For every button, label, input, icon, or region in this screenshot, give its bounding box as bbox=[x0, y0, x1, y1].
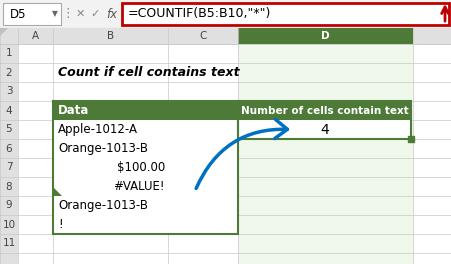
Text: 1: 1 bbox=[6, 49, 12, 59]
Text: 6: 6 bbox=[6, 144, 12, 153]
Text: #VALUE!: #VALUE! bbox=[114, 180, 165, 193]
Bar bbox=[53, 139, 238, 158]
Text: Count if cell contains text: Count if cell contains text bbox=[58, 66, 239, 79]
Bar bbox=[53, 158, 238, 177]
Text: !: ! bbox=[58, 218, 63, 231]
Text: Apple-1012-A: Apple-1012-A bbox=[58, 123, 138, 136]
Bar bbox=[53, 196, 238, 215]
Bar bbox=[53, 177, 238, 196]
Bar bbox=[238, 44, 413, 264]
Bar bbox=[53, 215, 238, 234]
Bar bbox=[0, 28, 451, 264]
Text: 11: 11 bbox=[2, 238, 16, 248]
Text: ▼: ▼ bbox=[52, 10, 58, 18]
Text: 10: 10 bbox=[2, 219, 16, 229]
Text: 2: 2 bbox=[6, 68, 12, 78]
Bar bbox=[122, 3, 449, 25]
Text: Data: Data bbox=[58, 104, 89, 117]
Text: 9: 9 bbox=[6, 200, 12, 210]
Bar bbox=[53, 101, 238, 120]
Text: 5: 5 bbox=[6, 125, 12, 134]
Text: 4: 4 bbox=[320, 122, 329, 136]
Bar bbox=[238, 28, 413, 44]
Text: Orange-1013-B: Orange-1013-B bbox=[58, 142, 148, 155]
Bar bbox=[3, 3, 61, 25]
Text: B: B bbox=[107, 31, 114, 41]
Polygon shape bbox=[0, 28, 8, 36]
Bar bbox=[238, 101, 411, 139]
Text: 7: 7 bbox=[6, 163, 12, 172]
Text: 4: 4 bbox=[6, 106, 12, 116]
Bar bbox=[53, 101, 238, 234]
Text: D: D bbox=[321, 31, 330, 41]
Text: C: C bbox=[199, 31, 207, 41]
Text: ✕: ✕ bbox=[75, 9, 85, 19]
Bar bbox=[0, 44, 18, 264]
FancyArrowPatch shape bbox=[196, 119, 287, 188]
Bar bbox=[0, 28, 451, 44]
Text: fx: fx bbox=[106, 7, 118, 21]
Text: 8: 8 bbox=[6, 182, 12, 191]
Bar bbox=[53, 120, 238, 139]
Text: =COUNTIF(B5:B10,"*"): =COUNTIF(B5:B10,"*") bbox=[128, 7, 272, 21]
Bar bbox=[0, 0, 451, 28]
Text: ⋮: ⋮ bbox=[62, 7, 74, 21]
Text: 3: 3 bbox=[6, 87, 12, 97]
Text: Number of cells contain text: Number of cells contain text bbox=[241, 106, 408, 116]
Text: $100.00: $100.00 bbox=[117, 161, 165, 174]
Text: A: A bbox=[32, 31, 39, 41]
Text: Orange-1013-B: Orange-1013-B bbox=[58, 199, 148, 212]
Bar bbox=[238, 101, 411, 120]
Text: D5: D5 bbox=[10, 7, 27, 21]
Polygon shape bbox=[54, 188, 62, 196]
Bar bbox=[238, 120, 411, 139]
Text: ✓: ✓ bbox=[90, 9, 100, 19]
